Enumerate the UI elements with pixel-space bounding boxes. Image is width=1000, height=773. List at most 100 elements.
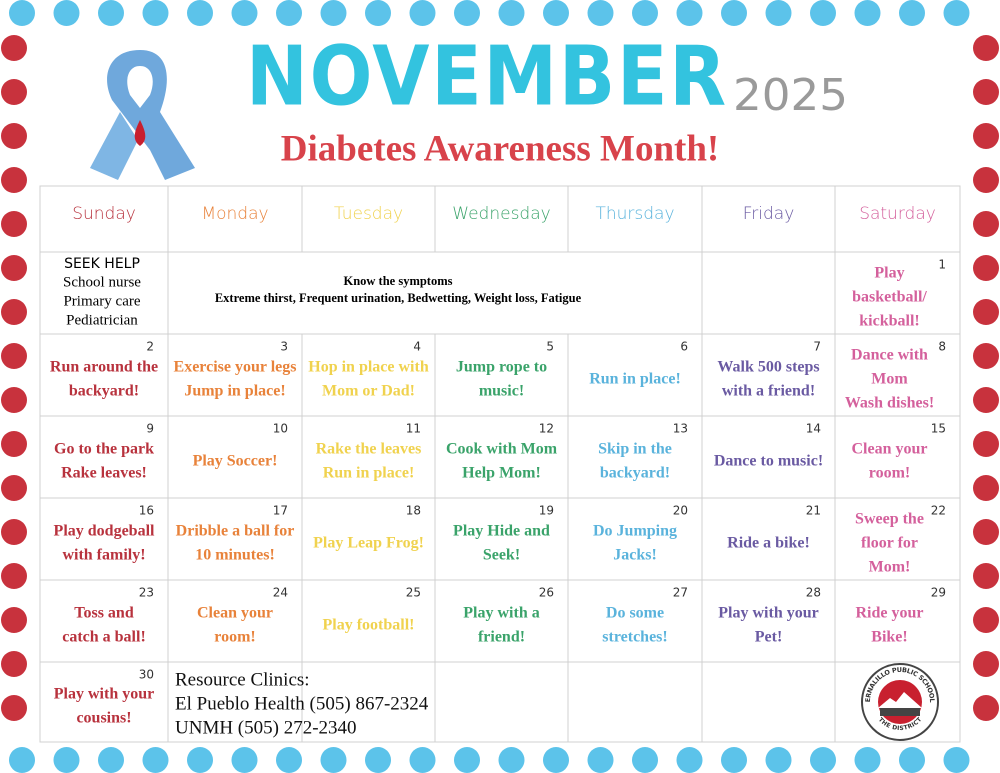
blue-dot [810, 747, 836, 773]
activity-line: Skip in the [598, 441, 672, 458]
red-dot [973, 299, 999, 325]
help-line: Primary care [63, 293, 140, 309]
blue-dot [98, 747, 124, 773]
day-name: Saturday [859, 204, 936, 224]
red-dot [1, 299, 27, 325]
activity-line: backyard! [69, 383, 139, 400]
blue-dot [53, 0, 80, 26]
day-number: 23 [139, 586, 154, 600]
red-dot [1, 167, 27, 193]
activity-line: Dance to music! [714, 453, 823, 470]
activity-line: Bike! [871, 629, 907, 646]
red-dot [973, 35, 999, 61]
activity-line: basketball/ [852, 289, 927, 306]
activity-line: with family! [62, 547, 145, 564]
red-dot [973, 123, 999, 149]
day-number: 11 [406, 422, 421, 436]
day-number: 17 [273, 504, 288, 518]
activity-line: Do some [606, 605, 664, 622]
activity-line: catch a ball! [62, 629, 146, 646]
red-dot [973, 387, 999, 413]
red-dot [1, 343, 27, 369]
day-number: 20 [673, 504, 688, 518]
activity-line: Jump rope to [456, 359, 547, 376]
blue-dot [276, 0, 302, 26]
help-line: SEEK HELP [64, 256, 140, 272]
red-dot [973, 79, 999, 105]
activity-line: room! [214, 629, 255, 646]
activity-line: Run in place! [323, 465, 415, 482]
blue-dot [765, 747, 792, 773]
day-number: 2 [146, 340, 154, 354]
day-number: 25 [406, 586, 421, 600]
day-number: 22 [931, 504, 946, 518]
resource-line: Resource Clinics: [175, 669, 310, 690]
blue-dot [543, 747, 569, 773]
year: 2025 [733, 70, 848, 121]
day-number: 10 [273, 422, 288, 436]
activity-line: Do Jumping [593, 523, 677, 540]
activity-line: cousins! [76, 710, 131, 727]
subtitle: Diabetes Awareness Month! [281, 128, 720, 169]
day-name: Friday [743, 204, 795, 224]
day-number: 30 [139, 668, 154, 682]
activity-line: Ride a bike! [727, 535, 810, 552]
day-number: 26 [539, 586, 554, 600]
day-number: 8 [938, 340, 946, 354]
blue-dot [454, 0, 480, 26]
help-line: School nurse [63, 274, 141, 290]
activity-line: Play with your [54, 686, 154, 703]
activity-line: Play Leap Frog! [313, 535, 424, 552]
blue-dot [142, 747, 169, 773]
red-dot [973, 255, 999, 281]
red-dot [973, 211, 999, 237]
blue-dot [587, 0, 614, 26]
red-dot [973, 519, 999, 545]
day-number: 1 [938, 258, 946, 272]
blue-dot [587, 747, 614, 773]
red-dot [1, 211, 27, 237]
red-dot [1, 563, 27, 589]
red-dot [1, 519, 27, 545]
red-dot [973, 563, 999, 589]
symptoms-title: Know the symptoms [343, 274, 452, 288]
month-title: NOVEMBER [246, 29, 728, 124]
blue-dot [943, 0, 970, 26]
red-dot [1, 35, 27, 61]
activity-line: Walk 500 steps [717, 359, 819, 376]
blue-dot [276, 747, 302, 773]
blue-dot [9, 747, 35, 773]
activity-line: floor for [861, 535, 918, 552]
blue-dot [676, 747, 703, 773]
calendar-grid: Sunday Monday Tuesday Wednesday Thursday Frid… [40, 186, 960, 742]
activity-line: Play dodgeball [54, 523, 155, 540]
day-number: 13 [673, 422, 688, 436]
day-name: Wednesday [452, 204, 550, 224]
day-number: 16 [139, 504, 154, 518]
activity-line: Sweep the [855, 511, 924, 528]
activity-line: Play Hide and [453, 523, 550, 540]
activity-line: Mom! [869, 559, 911, 576]
activity-line: Dribble a ball for [176, 523, 295, 540]
blue-dot [721, 0, 747, 26]
red-dot [973, 343, 999, 369]
blue-dot [320, 0, 347, 26]
blue-dot [899, 0, 925, 26]
activity-line: Clean your [197, 605, 273, 622]
red-dot [1, 695, 27, 721]
resource-line: El Pueblo Health (505) 867-2324 [175, 693, 429, 714]
day-number: 29 [931, 586, 946, 600]
activity-line: Go to the park [54, 441, 154, 458]
red-dot [1, 607, 27, 633]
activity-line: Dance with [851, 347, 928, 364]
activity-line: Rake the leaves [316, 441, 422, 458]
blue-dot [9, 0, 35, 26]
red-dot [1, 651, 27, 677]
activity-line: Help Mom! [462, 465, 541, 482]
activity-line: Jacks! [613, 547, 657, 564]
day-number: 27 [673, 586, 688, 600]
red-dot [973, 607, 999, 633]
blue-dot [498, 747, 525, 773]
day-name: Monday [201, 204, 268, 224]
